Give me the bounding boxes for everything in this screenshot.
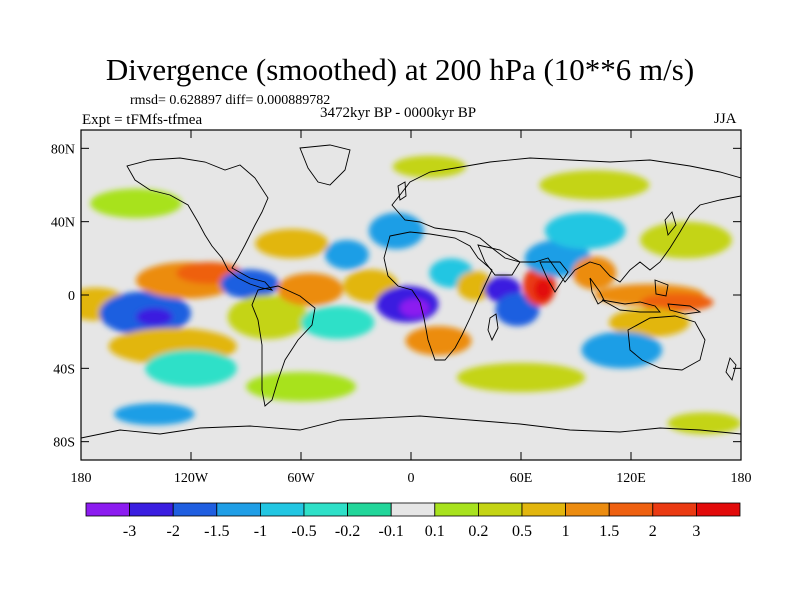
experiment-label: Expt = tFMfs-tfmea <box>82 112 203 128</box>
field-blob <box>456 362 586 393</box>
plot-area <box>80 129 742 461</box>
colorbar-swatch <box>216 502 261 517</box>
colorbar-swatch <box>696 502 741 517</box>
colorbar-swatch <box>477 502 523 517</box>
colorbar-label: -0.1 <box>379 523 404 540</box>
field-blob <box>640 293 714 312</box>
colorbar-swatch <box>172 502 218 517</box>
colorbar-swatch <box>303 502 348 517</box>
field-blob <box>301 306 375 339</box>
field-blob <box>324 240 369 270</box>
colorbar-label: -1 <box>254 523 267 540</box>
stats-text: rmsd= 0.628897 diff= 0.000889782 <box>130 93 331 108</box>
colorbar-label: -2 <box>167 523 180 540</box>
lon-tick-label: 180 <box>71 471 92 486</box>
lat-tick-label: 0 <box>68 289 75 304</box>
colorbar-label: 1 <box>562 523 570 540</box>
colorbar-swatch <box>652 502 697 517</box>
field-blob <box>368 212 424 250</box>
field-blob <box>145 350 237 387</box>
lon-tick-label: 60E <box>510 471 533 486</box>
field-blob <box>572 256 617 290</box>
colorbar-label: -3 <box>123 523 136 540</box>
lat-tick-label: 40N <box>51 216 75 231</box>
field-blob <box>640 221 732 259</box>
field-blob <box>667 412 741 435</box>
lat-tick-label: 80N <box>51 142 75 157</box>
map-title: Divergence (smoothed) at 200 hPa (10**6 … <box>105 52 695 87</box>
colorbar-swatch <box>521 502 566 517</box>
lon-tick-label: 120W <box>174 471 209 486</box>
field-blob <box>400 298 430 318</box>
colorbar: -3 -2 -1.5 -1 -0.5 -0.2 -0.1 0.1 0.2 0.5 1 1.5 2 3 <box>85 502 741 540</box>
colorbar-label: -1.5 <box>204 523 229 540</box>
field-blob <box>246 372 356 402</box>
colorbar-label: 0.5 <box>512 523 532 540</box>
field-blob <box>539 170 650 200</box>
field-blob <box>90 188 182 218</box>
colorbar-swatch <box>390 502 436 517</box>
colorbar-label: 1.5 <box>599 523 619 540</box>
lon-tick-label: 60W <box>287 471 315 486</box>
colorbar-swatch <box>85 502 130 517</box>
season-label: JJA <box>714 111 737 127</box>
field-blob <box>405 326 472 356</box>
period-label: 3472kyr BP - 0000kyr BP <box>320 105 477 121</box>
lon-tick-label: 0 <box>408 471 415 486</box>
colorbar-label: -0.2 <box>335 523 360 540</box>
colorbar-swatch <box>129 502 174 517</box>
colorbar-swatch <box>608 502 654 517</box>
colorbar-swatch <box>347 502 392 517</box>
colorbar-swatch <box>434 502 479 517</box>
field-blob <box>581 331 663 369</box>
field-blob <box>456 271 494 301</box>
colorbar-label: 3 <box>692 523 700 540</box>
field-blob <box>277 273 344 306</box>
colorbar-label: 2 <box>649 523 657 540</box>
field-blob <box>114 403 195 426</box>
colorbar-label: 0.1 <box>425 523 445 540</box>
coastlines <box>81 144 741 439</box>
lat-tick-label: 40S <box>53 362 75 377</box>
field-blob <box>227 295 309 339</box>
colorbar-swatch <box>565 502 610 517</box>
colorbar-swatch <box>259 502 305 517</box>
field-blob <box>136 307 173 327</box>
field-blob <box>544 212 626 250</box>
field-blob <box>495 293 540 327</box>
field-blob <box>392 155 467 178</box>
axis-ticks: 80N 40N 0 40S 80S 180 120W 60W 0 60E 120E 180 <box>51 130 752 486</box>
colorbar-label: -0.5 <box>291 523 316 540</box>
field-blob <box>533 278 553 301</box>
field-blob <box>255 229 329 259</box>
lon-tick-label: 120E <box>616 471 646 486</box>
lat-tick-label: 80S <box>53 436 75 451</box>
colorbar-label: 0.2 <box>468 523 488 540</box>
lon-tick-label: 180 <box>731 471 752 486</box>
